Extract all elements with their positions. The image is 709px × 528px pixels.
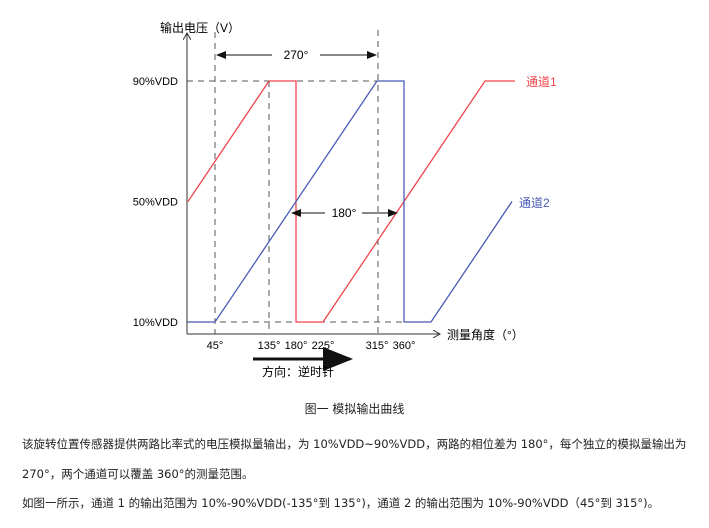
y-axis-label: 输出电压（V） xyxy=(160,20,240,35)
span-180-label: 180° xyxy=(332,206,357,220)
y-tick-label: 90%VDD xyxy=(133,76,178,88)
x-tick-label: 315° xyxy=(366,340,389,352)
x-tick-label: 360° xyxy=(393,340,416,352)
direction-label: 方向：逆时针 xyxy=(262,364,334,379)
x-axis-label: 测量角度（°） xyxy=(447,327,524,342)
guide-lines xyxy=(187,30,405,334)
x-tick-label: 45° xyxy=(207,340,224,352)
paragraph-3: 如图一所示，通道 1 的输出范围为 10%-90%VDD(-135°到 135°… xyxy=(22,496,660,510)
analog-output-diagram: 输出电压（V） 测量角度（°） 10%VDD 50%VDD 90%VDD 45° 13… xyxy=(133,20,557,379)
span-270-label: 270° xyxy=(284,48,309,62)
channel-2-line xyxy=(188,80,513,323)
legend-channel-2: 通道2 xyxy=(519,196,550,210)
figure-caption: 图一 模拟输出曲线 xyxy=(304,402,405,416)
x-tick-label: 225° xyxy=(312,340,335,352)
legend-channel-1: 通道1 xyxy=(526,75,557,89)
channel-1-line xyxy=(187,80,515,323)
y-tick-label: 10%VDD xyxy=(133,317,178,329)
paragraph-2: 270°，两个通道可以覆盖 360°的测量范围。 xyxy=(22,467,254,481)
y-tick-label: 50%VDD xyxy=(133,197,178,209)
paragraph-1: 该旋转位置传感器提供两路比率式的电压模拟量输出，为 10%VDD~90%VDD，… xyxy=(22,437,687,451)
x-tick-label: 135° xyxy=(258,340,281,352)
x-tick-label: 180° xyxy=(285,340,308,352)
